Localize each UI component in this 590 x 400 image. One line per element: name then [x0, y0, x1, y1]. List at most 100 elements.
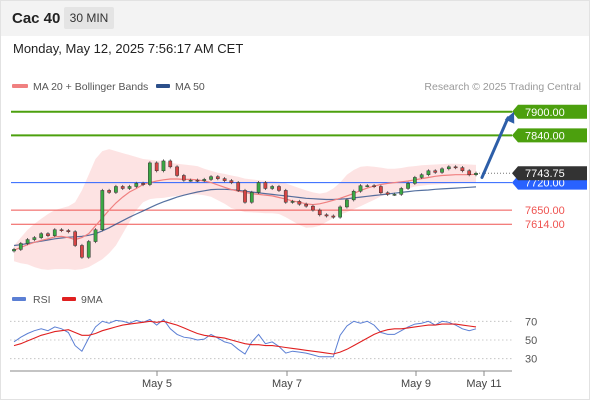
instrument-title: Cac 40 [12, 10, 61, 27]
level-label-7900.00: 7900.00 [525, 107, 565, 119]
candle-body [277, 186, 281, 191]
candle-body [290, 201, 295, 203]
candle-body [134, 183, 139, 187]
candle-body [229, 180, 234, 183]
candle-body [433, 170, 438, 173]
timeframe-selector[interactable]: 30 MIN [64, 7, 114, 29]
candle-body [243, 190, 247, 203]
candle-body [467, 170, 472, 175]
candle-body [141, 183, 145, 185]
candle-body [297, 201, 302, 205]
rsi-legend-swatch [12, 297, 26, 301]
level-label-7614.00: 7614.00 [525, 219, 565, 231]
level-tag-7840.00 [512, 128, 587, 143]
projection-arrow-head [504, 111, 515, 124]
ma50-legend-swatch [156, 84, 170, 88]
candle-body [311, 205, 315, 211]
candle-body [59, 229, 64, 231]
candle-body [161, 160, 166, 172]
level-label-7650.00: 7650.00 [525, 205, 565, 217]
candle-body [215, 176, 220, 179]
candle-body [358, 185, 363, 192]
candle-body [419, 174, 424, 178]
candle-body [392, 194, 397, 196]
candle-body [256, 182, 261, 193]
candle-body [222, 178, 227, 181]
ma20-legend-label: MA 20 + Bollinger Bands [33, 81, 148, 93]
candle-body [270, 186, 275, 189]
projection-arrow-shaft [480, 116, 510, 179]
x-tick-label-May 9: May 9 [401, 378, 431, 390]
candle-body [168, 160, 173, 168]
candle-body [175, 166, 179, 176]
rsi-legend-label: RSI [33, 294, 51, 306]
candle-body [93, 229, 98, 242]
candle-body [304, 203, 308, 207]
bollinger-band [14, 149, 476, 270]
candle-body [446, 166, 451, 170]
candle-body [399, 188, 404, 195]
candle-body [372, 185, 376, 187]
candle-body [46, 233, 50, 236]
candle-body [413, 177, 417, 184]
candle-body [107, 190, 111, 193]
candle-body [351, 190, 356, 201]
candle-body [80, 245, 84, 258]
candle-body [66, 230, 71, 232]
candle-body [249, 192, 254, 203]
rsi-tick-30: 30 [525, 354, 537, 366]
candle-body [426, 170, 431, 175]
credit-text: Research © 2025 Trading Central [424, 81, 581, 93]
rsi-tick-50: 50 [525, 335, 537, 347]
x-tick-label-May 7: May 7 [272, 378, 302, 390]
candle-body [12, 249, 16, 252]
candle-body [365, 185, 370, 187]
candle-body [127, 186, 132, 189]
level-tag-7900.00 [512, 104, 587, 119]
candle-body [236, 182, 241, 191]
candle-body [18, 243, 23, 250]
candle-body [120, 186, 125, 189]
candle-body [263, 182, 268, 189]
candle-body [52, 229, 57, 236]
timestamp: Monday, May 12, 2025 7:56:17 AM CET [13, 41, 244, 56]
last-price-label: 7743.75 [525, 168, 565, 180]
candle-body [345, 199, 349, 208]
candle-body [25, 239, 30, 244]
rsi-tick-70: 70 [525, 316, 537, 328]
candle-body [338, 206, 342, 218]
x-tick-label-May 5: May 5 [142, 378, 172, 390]
rsi-line [13, 318, 477, 358]
candle-body [73, 231, 77, 246]
x-tick-label-May 11: May 11 [466, 378, 501, 390]
candle-body [460, 167, 465, 172]
rsi-ma-line [13, 320, 477, 355]
rsi-ma-legend-label: 9MA [81, 294, 103, 306]
candle-body [406, 183, 410, 189]
candle-body [195, 179, 200, 182]
candle-body [32, 237, 37, 240]
level-label-7720.00: 7720.00 [525, 178, 565, 190]
ma20-legend-swatch [12, 84, 28, 88]
candle-body [100, 190, 105, 231]
candle-body [385, 192, 390, 195]
ma50-legend-label: MA 50 [175, 81, 205, 93]
candle-body [324, 214, 329, 217]
candle-body [114, 186, 118, 193]
rsi-ma-legend-swatch [62, 297, 76, 301]
candle-body [182, 175, 186, 181]
candle-body [453, 166, 458, 169]
last-price-tag [512, 166, 587, 181]
candle-body [154, 162, 159, 172]
candle-body [440, 168, 444, 173]
candle-body [209, 176, 213, 180]
level-label-7840.00: 7840.00 [525, 130, 565, 142]
candle-body [188, 179, 193, 182]
candle-body [317, 209, 322, 216]
candle-body [39, 233, 44, 238]
candle-body [283, 190, 288, 203]
candle-body [331, 215, 336, 218]
candle-body [86, 241, 91, 258]
candle-body [202, 179, 207, 181]
